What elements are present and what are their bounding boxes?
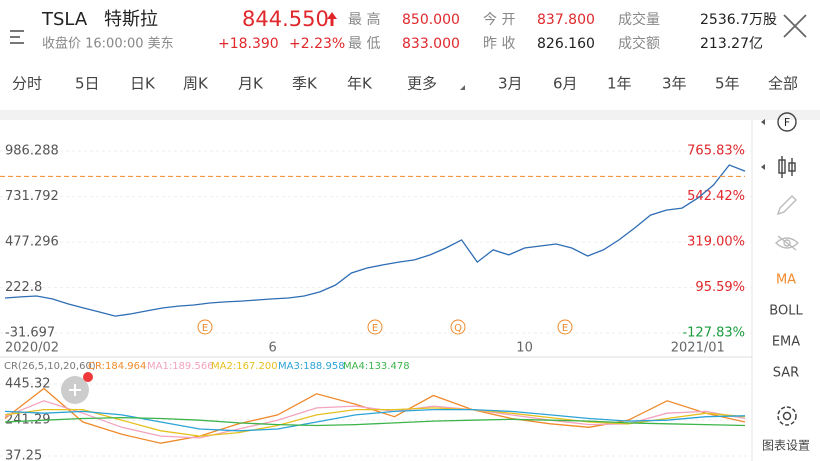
y2-tick-label: 542.42%	[687, 189, 745, 204]
event-marker[interactable]	[367, 319, 383, 335]
event-marker[interactable]	[557, 319, 573, 335]
y-tick-label: 731.792	[5, 189, 59, 204]
y2-tick-label: 319.00%	[687, 235, 745, 250]
y-tick-label: 986.288	[5, 144, 59, 159]
tab[interactable]: 3月	[498, 75, 523, 93]
event-label: E	[202, 323, 208, 334]
legend-entry: MA2:167.200	[211, 361, 278, 372]
tab[interactable]: 更多	[407, 75, 437, 93]
tab[interactable]: 3年	[662, 75, 687, 93]
legend-entry: MA3:188.958	[278, 361, 345, 372]
tab[interactable]: 5年	[715, 75, 740, 93]
change: +18.390	[218, 36, 279, 52]
price-line	[4, 408, 746, 432]
stat-value: 850.000	[402, 12, 460, 28]
y2-tick-label: -127.83%	[682, 326, 745, 341]
tab[interactable]: 全部	[768, 75, 798, 93]
y-tick-label: 477.296	[5, 234, 59, 249]
stat-label: 成交额	[618, 35, 660, 52]
change-pct: +2.23%	[289, 36, 345, 52]
more-caret	[460, 85, 465, 90]
tab[interactable]: 年K	[347, 75, 373, 93]
stat-value: 2536.7万股	[700, 12, 777, 28]
separator	[0, 110, 820, 120]
legend-entry: MA4:133.478	[343, 361, 410, 372]
stat-value: 833.000	[402, 36, 460, 52]
tab[interactable]: 5日	[75, 75, 100, 93]
pencil-icon[interactable]	[776, 195, 797, 216]
price-line	[4, 164, 746, 317]
sidebar-item[interactable]: SAR	[773, 366, 799, 381]
stat-label: 今 开	[483, 12, 515, 28]
x-tick-label: 6	[269, 341, 277, 356]
y-tick-label: 222.8	[5, 280, 42, 295]
sidebar-item[interactable]: EMA	[772, 335, 800, 350]
event-label: E	[562, 323, 568, 334]
y-tick-label: 445.32	[5, 377, 51, 392]
legend-entry: CR:184.964	[88, 361, 146, 372]
y-tick-label: -31.697	[5, 326, 55, 341]
price-line	[4, 416, 746, 427]
tab[interactable]: 分时	[12, 75, 42, 93]
y2-tick-label: 95.59%	[695, 280, 745, 295]
legend-entry: MA1:189.566	[147, 361, 214, 372]
y-tick-label: 241.29	[5, 412, 51, 427]
sidebar-item[interactable]: MA	[776, 273, 796, 288]
stat-label: 成交量	[618, 11, 660, 28]
menu-icon[interactable]	[10, 30, 24, 44]
y-tick-label: 37.25	[5, 449, 42, 461]
sidebar-item[interactable]: BOLL	[769, 304, 803, 319]
collapse-arrows	[761, 119, 765, 170]
up-arrow	[327, 12, 337, 26]
tab[interactable]: 日K	[130, 75, 156, 93]
x-tick-label: 2021/01	[671, 341, 725, 356]
stock-name: 特斯拉	[104, 9, 158, 30]
stat-value: 826.160	[537, 36, 595, 52]
price-line	[4, 407, 746, 437]
event-label: Q	[454, 323, 462, 334]
stat-label: 昨 收	[483, 36, 515, 52]
f-icon[interactable]: F	[777, 112, 797, 132]
svg-text:F: F	[784, 116, 790, 129]
stat-label: 最 高	[348, 11, 380, 28]
tab[interactable]: 6月	[553, 75, 578, 93]
settings-icon[interactable]	[777, 406, 797, 426]
close-button[interactable]	[783, 14, 807, 38]
sidebar-item[interactable]: 图表设置	[762, 439, 810, 453]
price-line	[4, 387, 746, 444]
price: 844.550	[242, 7, 329, 31]
event-label: E	[372, 323, 378, 334]
symbol: TSLA	[41, 9, 88, 30]
add-indicator[interactable]	[61, 372, 93, 404]
tab[interactable]: 月K	[238, 75, 264, 93]
x-tick-label: 10	[516, 341, 533, 356]
event-marker[interactable]	[450, 319, 466, 335]
x-tick-label: 2020/02	[5, 341, 59, 356]
event-marker[interactable]	[197, 319, 213, 335]
candle-icon[interactable]	[778, 156, 796, 178]
stat-value: 213.27亿	[700, 36, 763, 52]
tab[interactable]: 季K	[292, 75, 318, 93]
tab[interactable]: 周K	[183, 75, 209, 93]
y2-tick-label: 765.83%	[687, 144, 745, 159]
status: 收盘价 16:00:00 美东	[42, 36, 174, 52]
stat-label: 最 低	[348, 36, 380, 52]
stat-value: 837.800	[537, 12, 595, 28]
eye-icon[interactable]	[774, 235, 800, 251]
indicator-title: CR(26,5,10,20,60)	[4, 361, 96, 372]
tab[interactable]: 1年	[607, 75, 632, 93]
